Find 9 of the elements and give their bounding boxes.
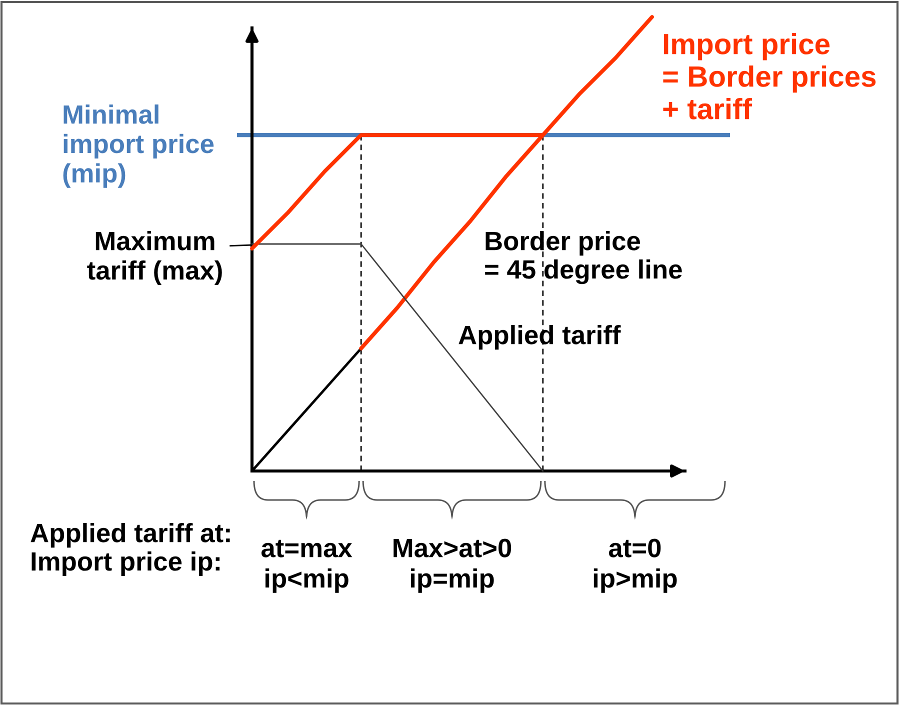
text: at=max ip<mip: [261, 540, 352, 593]
series-label: Import price = Border prices + tariff: [663, 33, 876, 120]
text: Maximum tariff (max): [87, 231, 222, 285]
annotation: Applied tariff: [458, 325, 621, 350]
text: Max>at>0 ip=mip: [394, 538, 512, 593]
text: Applied tariff at: Import price ip:: [30, 523, 230, 576]
text: at=0 ip>mip: [594, 538, 677, 593]
annotation: Border price = 45 degree line: [485, 231, 682, 284]
ref-line-label: Minimal import price (mip): [63, 104, 214, 188]
